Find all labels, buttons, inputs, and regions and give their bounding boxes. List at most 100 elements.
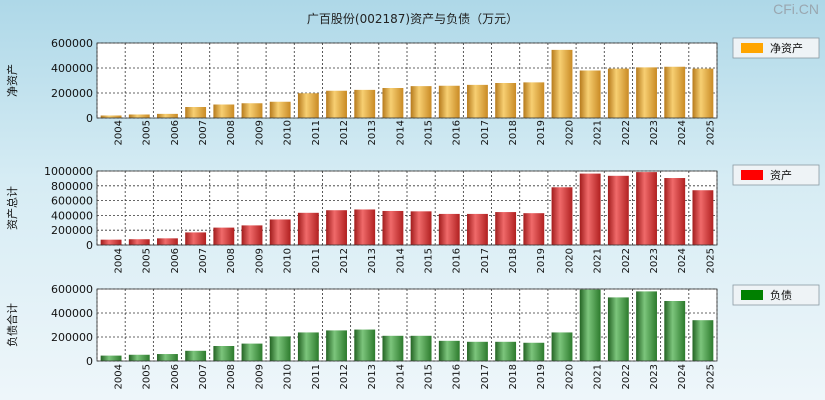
x-tick-label: 2021	[593, 364, 604, 389]
legend-assets: 资产	[732, 164, 820, 186]
x-tick-label: 2004	[113, 120, 124, 145]
y-tick-label: 0	[86, 355, 93, 368]
y-tick-label: 200000	[51, 87, 93, 100]
x-tick-label: 2012	[339, 120, 350, 145]
legend-label: 净资产	[770, 41, 803, 55]
bar-assets-2011	[297, 212, 319, 245]
bar-liabilities-2021	[579, 289, 601, 361]
bar-assets-2015	[410, 211, 432, 245]
x-tick-label: 2019	[536, 120, 547, 145]
x-tick-label: 2020	[564, 364, 575, 389]
x-tick-label: 2004	[113, 364, 124, 389]
x-tick-label: 2012	[339, 248, 350, 273]
x-tick-label: 2007	[198, 364, 209, 389]
x-tick-label: 2008	[226, 364, 237, 389]
bar-net-assets-2022	[607, 68, 629, 118]
bar-assets-2023	[636, 172, 657, 245]
bar-net-assets-2007	[185, 107, 207, 118]
y-tick-label: 400000	[51, 62, 93, 75]
x-tick-label: 2015	[423, 120, 434, 145]
x-tick-label: 2011	[311, 364, 322, 389]
x-tick-label: 2016	[452, 120, 463, 145]
bar-assets-2006	[157, 238, 178, 245]
x-tick-label: 2021	[593, 120, 604, 145]
x-tick-label: 2022	[621, 248, 632, 273]
x-tick-label: 2010	[283, 364, 294, 389]
bar-liabilities-2020	[551, 332, 573, 361]
bar-liabilities-2008	[213, 346, 235, 361]
y-axis-label: 净资产	[5, 64, 19, 97]
bar-assets-2005	[128, 239, 150, 245]
y-tick-label: 0	[86, 239, 93, 252]
bar-assets-2014	[382, 210, 404, 245]
bar-assets-2017	[467, 213, 488, 245]
y-tick-label: 600000	[51, 283, 93, 296]
bar-net-assets-2017	[467, 84, 488, 118]
bar-net-assets-2014	[382, 88, 404, 118]
bar-assets-2012	[326, 210, 347, 245]
bar-assets-2019	[523, 213, 545, 245]
legend-net-assets: 净资产	[732, 37, 820, 59]
x-tick-label: 2009	[254, 120, 265, 145]
x-tick-label: 2023	[649, 364, 660, 389]
bar-net-assets-2012	[326, 90, 347, 118]
bar-net-assets-2024	[664, 66, 686, 118]
legend-label: 资产	[770, 168, 792, 182]
bar-liabilities-2018	[495, 341, 517, 361]
bar-assets-2016	[438, 213, 460, 245]
x-tick-label: 2013	[367, 364, 378, 389]
bar-net-assets-2018	[495, 83, 517, 118]
plot-border	[96, 42, 718, 119]
x-tick-label: 2024	[677, 248, 688, 273]
x-tick-label: 2019	[536, 248, 547, 273]
bar-net-assets-2006	[157, 113, 178, 118]
bar-net-assets-2020	[551, 49, 573, 118]
bar-net-assets-2016	[438, 85, 460, 118]
x-tick-label: 2009	[254, 364, 265, 389]
bar-assets-2024	[664, 178, 686, 245]
chart-title: 广百股份(002187)资产与负债（万元）	[306, 12, 519, 26]
y-tick-label: 200000	[51, 331, 93, 344]
y-tick-label: 1000000	[44, 165, 93, 178]
bar-liabilities-2012	[326, 330, 347, 361]
x-tick-label: 2010	[283, 120, 294, 145]
x-tick-label: 2011	[311, 248, 322, 273]
x-tick-label: 2006	[170, 248, 181, 273]
y-tick-label: 200000	[51, 224, 93, 237]
bar-liabilities-2025	[692, 320, 714, 361]
y-tick-label: 400000	[51, 307, 93, 320]
bar-assets-2010	[269, 219, 291, 245]
plot-border	[96, 288, 718, 362]
x-tick-label: 2020	[564, 248, 575, 273]
bar-assets-2004	[100, 239, 122, 245]
x-tick-label: 2018	[508, 364, 519, 389]
x-tick-label: 2015	[423, 248, 434, 273]
legend-swatch	[741, 170, 763, 180]
x-tick-label: 2004	[113, 248, 124, 273]
bar-assets-2021	[579, 173, 601, 245]
watermark-logo: CFi.CN	[773, 1, 819, 17]
bar-net-assets-2005	[128, 114, 150, 118]
x-tick-label: 2017	[480, 248, 491, 273]
bar-liabilities-2004	[100, 355, 122, 361]
x-tick-label: 2008	[226, 120, 237, 145]
x-tick-label: 2005	[142, 248, 153, 273]
bar-assets-2009	[241, 225, 263, 245]
bar-liabilities-2022	[607, 297, 629, 361]
bar-net-assets-2023	[636, 67, 657, 118]
x-tick-label: 2024	[677, 120, 688, 145]
x-tick-label: 2015	[423, 364, 434, 389]
plot-border	[96, 170, 718, 246]
x-tick-label: 2011	[311, 120, 322, 145]
bar-liabilities-2011	[297, 332, 319, 361]
bar-liabilities-2014	[382, 335, 404, 361]
bar-net-assets-2019	[523, 82, 545, 118]
bar-liabilities-2007	[185, 350, 207, 361]
bar-assets-2018	[495, 212, 517, 245]
bar-assets-2022	[607, 175, 629, 245]
bar-assets-2020	[551, 187, 573, 245]
x-tick-label: 2007	[198, 120, 209, 145]
bar-assets-2013	[354, 209, 376, 245]
